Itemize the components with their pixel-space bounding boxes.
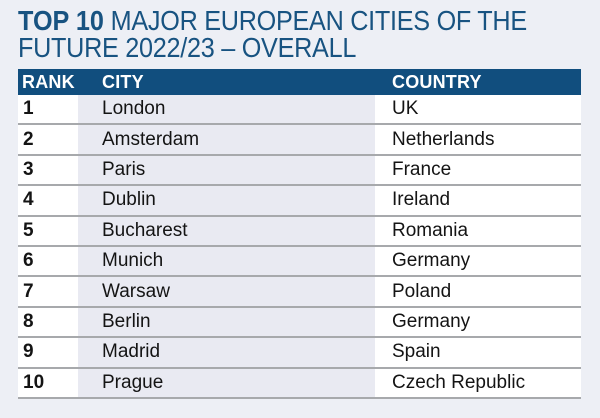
city-cell: Madrid	[78, 338, 375, 367]
rank-cell: 7	[18, 277, 78, 306]
city-cell: London	[78, 95, 375, 124]
table-row: 10 Prague Czech Republic	[18, 368, 581, 399]
table-row: 7 Warsaw Poland	[18, 277, 581, 308]
table-row: 9 Madrid Spain	[18, 338, 581, 369]
rank-cell: 6	[18, 246, 78, 276]
country-cell: Ireland	[375, 186, 581, 215]
rank-cell: 4	[18, 186, 78, 215]
city-cell: Bucharest	[78, 216, 375, 245]
title-line-1-rest: MAJOR EUROPEAN CITIES OF THE	[103, 5, 528, 36]
header-city: CITY	[102, 71, 144, 92]
ranking-table: RANK CITY COUNTRY 1 London UK 2 Amsterda…	[18, 69, 581, 399]
country-cell: Netherlands	[375, 125, 581, 154]
title-line-2: FUTURE 2022/23 – OVERALL	[18, 31, 357, 63]
city-cell: Amsterdam	[78, 125, 375, 154]
country-cell: Spain	[375, 338, 581, 367]
rank-cell: 8	[18, 307, 78, 337]
table-row: 5 Bucharest Romania	[18, 216, 581, 247]
rank-cell: 1	[18, 95, 78, 124]
country-cell: Germany	[375, 307, 581, 337]
rank-cell: 3	[18, 155, 78, 185]
rank-cell: 2	[18, 125, 78, 154]
table-row: 6 Munich Germany	[18, 246, 581, 278]
city-cell: Berlin	[78, 307, 375, 337]
rank-cell: 5	[18, 216, 78, 245]
country-cell: Germany	[375, 246, 581, 276]
title-line-1: TOP 10 MAJOR EUROPEAN CITIES OF THE	[18, 5, 528, 36]
table-row: 1 London UK	[18, 95, 581, 126]
country-cell: Poland	[375, 277, 581, 306]
country-cell: Czech Republic	[375, 368, 581, 397]
header-rank: RANK	[22, 71, 75, 92]
city-cell: Munich	[78, 246, 375, 276]
table-row: 2 Amsterdam Netherlands	[18, 125, 581, 156]
title-top10-prefix: TOP 10	[18, 5, 104, 36]
country-cell: UK	[375, 95, 581, 124]
table-row: 8 Berlin Germany	[18, 307, 581, 339]
city-cell: Paris	[78, 155, 375, 185]
country-cell: Romania	[375, 216, 581, 245]
rank-cell: 10	[18, 368, 78, 397]
rank-cell: 9	[18, 338, 78, 367]
table-row: 3 Paris France	[18, 155, 581, 187]
table-header-row: RANK CITY COUNTRY	[18, 69, 581, 95]
city-cell: Dublin	[78, 186, 375, 215]
country-cell: France	[375, 155, 581, 185]
city-cell: Prague	[78, 368, 375, 397]
header-country: COUNTRY	[392, 71, 482, 92]
page-title: TOP 10 MAJOR EUROPEAN CITIES OF THE FUTU…	[18, 5, 528, 63]
table-row: 4 Dublin Ireland	[18, 186, 581, 217]
city-cell: Warsaw	[78, 277, 375, 306]
